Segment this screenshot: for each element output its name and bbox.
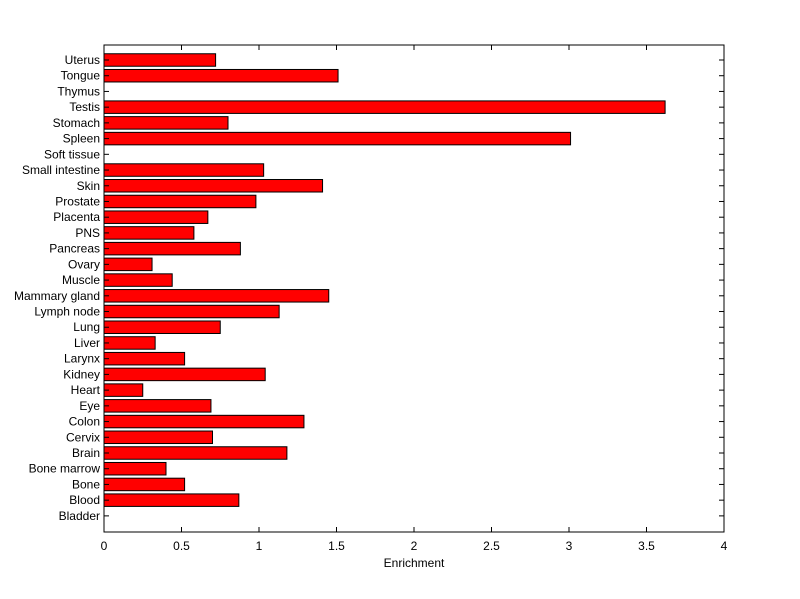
y-tick-label-eye: Eye [79, 399, 100, 413]
x-tick-label-3: 1.5 [328, 539, 345, 553]
y-tick-label-colon: Colon [69, 415, 100, 429]
y-tick-label-mammary-gland: Mammary gland [14, 289, 100, 303]
y-tick-label-placenta: Placenta [53, 210, 100, 224]
bar-tongue [103, 68, 339, 83]
y-tick-label-bone-marrow: Bone marrow [29, 462, 101, 476]
bar-bone-marrow [103, 461, 167, 476]
y-tick-label-cervix: Cervix [66, 430, 100, 444]
y-tick-label-spleen: Spleen [63, 132, 100, 146]
x-tick-label-5: 2.5 [483, 539, 500, 553]
y-tick-label-bladder: Bladder [59, 509, 100, 523]
y-tick-label-tongue: Tongue [61, 69, 101, 83]
x-tick-label-6: 3 [566, 539, 573, 553]
y-tick-label-pns: PNS [75, 226, 100, 240]
x-tick-label-2: 1 [256, 539, 263, 553]
bar-spleen [103, 131, 572, 146]
bar-colon [103, 414, 305, 429]
bar-ovary [103, 257, 153, 272]
x-tick-label-0: 0 [101, 539, 108, 553]
y-tick-label-brain: Brain [72, 446, 100, 460]
bar-mammary-gland [103, 289, 330, 303]
y-tick-label-larynx: Larynx [64, 352, 100, 366]
bar-placenta [103, 210, 209, 224]
bar-brain [103, 446, 288, 460]
bar-testis [103, 100, 666, 114]
y-tick-label-bone: Bone [72, 477, 100, 491]
bar-skin [103, 179, 324, 193]
y-tick-label-heart: Heart [71, 383, 101, 397]
y-tick-label-testis: Testis [69, 100, 100, 114]
x-axis-title: Enrichment [384, 556, 445, 570]
x-tick-label-4: 2 [411, 539, 418, 553]
plot-frame [103, 44, 725, 533]
bar-prostate [103, 194, 257, 209]
bar-muscle [103, 273, 173, 287]
y-tick-label-skin: Skin [77, 179, 100, 193]
y-tick-label-stomach: Stomach [53, 116, 100, 130]
bar-small-intestine [103, 163, 265, 177]
y-tick-label-pancreas: Pancreas [49, 242, 100, 256]
bar-bone [103, 477, 186, 492]
bar-larynx [103, 351, 186, 366]
y-tick-label-muscle: Muscle [62, 273, 100, 287]
y-tick-label-liver: Liver [74, 336, 100, 350]
y-tick-label-prostate: Prostate [55, 194, 100, 208]
x-tick-label-7: 3.5 [638, 539, 655, 553]
y-tick-label-thymus: Thymus [57, 84, 100, 98]
bar-lung [103, 320, 221, 334]
y-tick-label-lymph-node: Lymph node [34, 305, 100, 319]
y-tick-label-kidney: Kidney [63, 367, 100, 381]
y-tick-label-lung: Lung [73, 320, 100, 334]
bar-blood [103, 493, 240, 507]
y-tick-label-blood: Blood [69, 493, 100, 507]
y-tick-label-uterus: Uterus [65, 53, 100, 67]
bar-pancreas [103, 241, 241, 256]
bar-heart [103, 383, 144, 397]
bar-eye [103, 399, 212, 413]
x-tick-label-8: 4 [721, 539, 728, 553]
bar-kidney [103, 367, 266, 382]
y-tick-label-soft-tissue: Soft tissue [44, 147, 100, 161]
x-axis-ticks: 0 0.5 1 1.5 2 2.5 3 3.5 4 [101, 45, 728, 553]
bar-lymph-node [103, 304, 280, 319]
x-tick-label-1: 0.5 [173, 539, 190, 553]
bar-uterus [103, 53, 217, 67]
y-tick-label-small-intestine: Small intestine [22, 163, 100, 177]
bar-stomach [103, 116, 229, 130]
bar-pns [103, 226, 195, 240]
y-tick-label-ovary: Ovary [68, 257, 100, 271]
bar-cervix [103, 430, 213, 445]
bar-liver [103, 336, 156, 350]
